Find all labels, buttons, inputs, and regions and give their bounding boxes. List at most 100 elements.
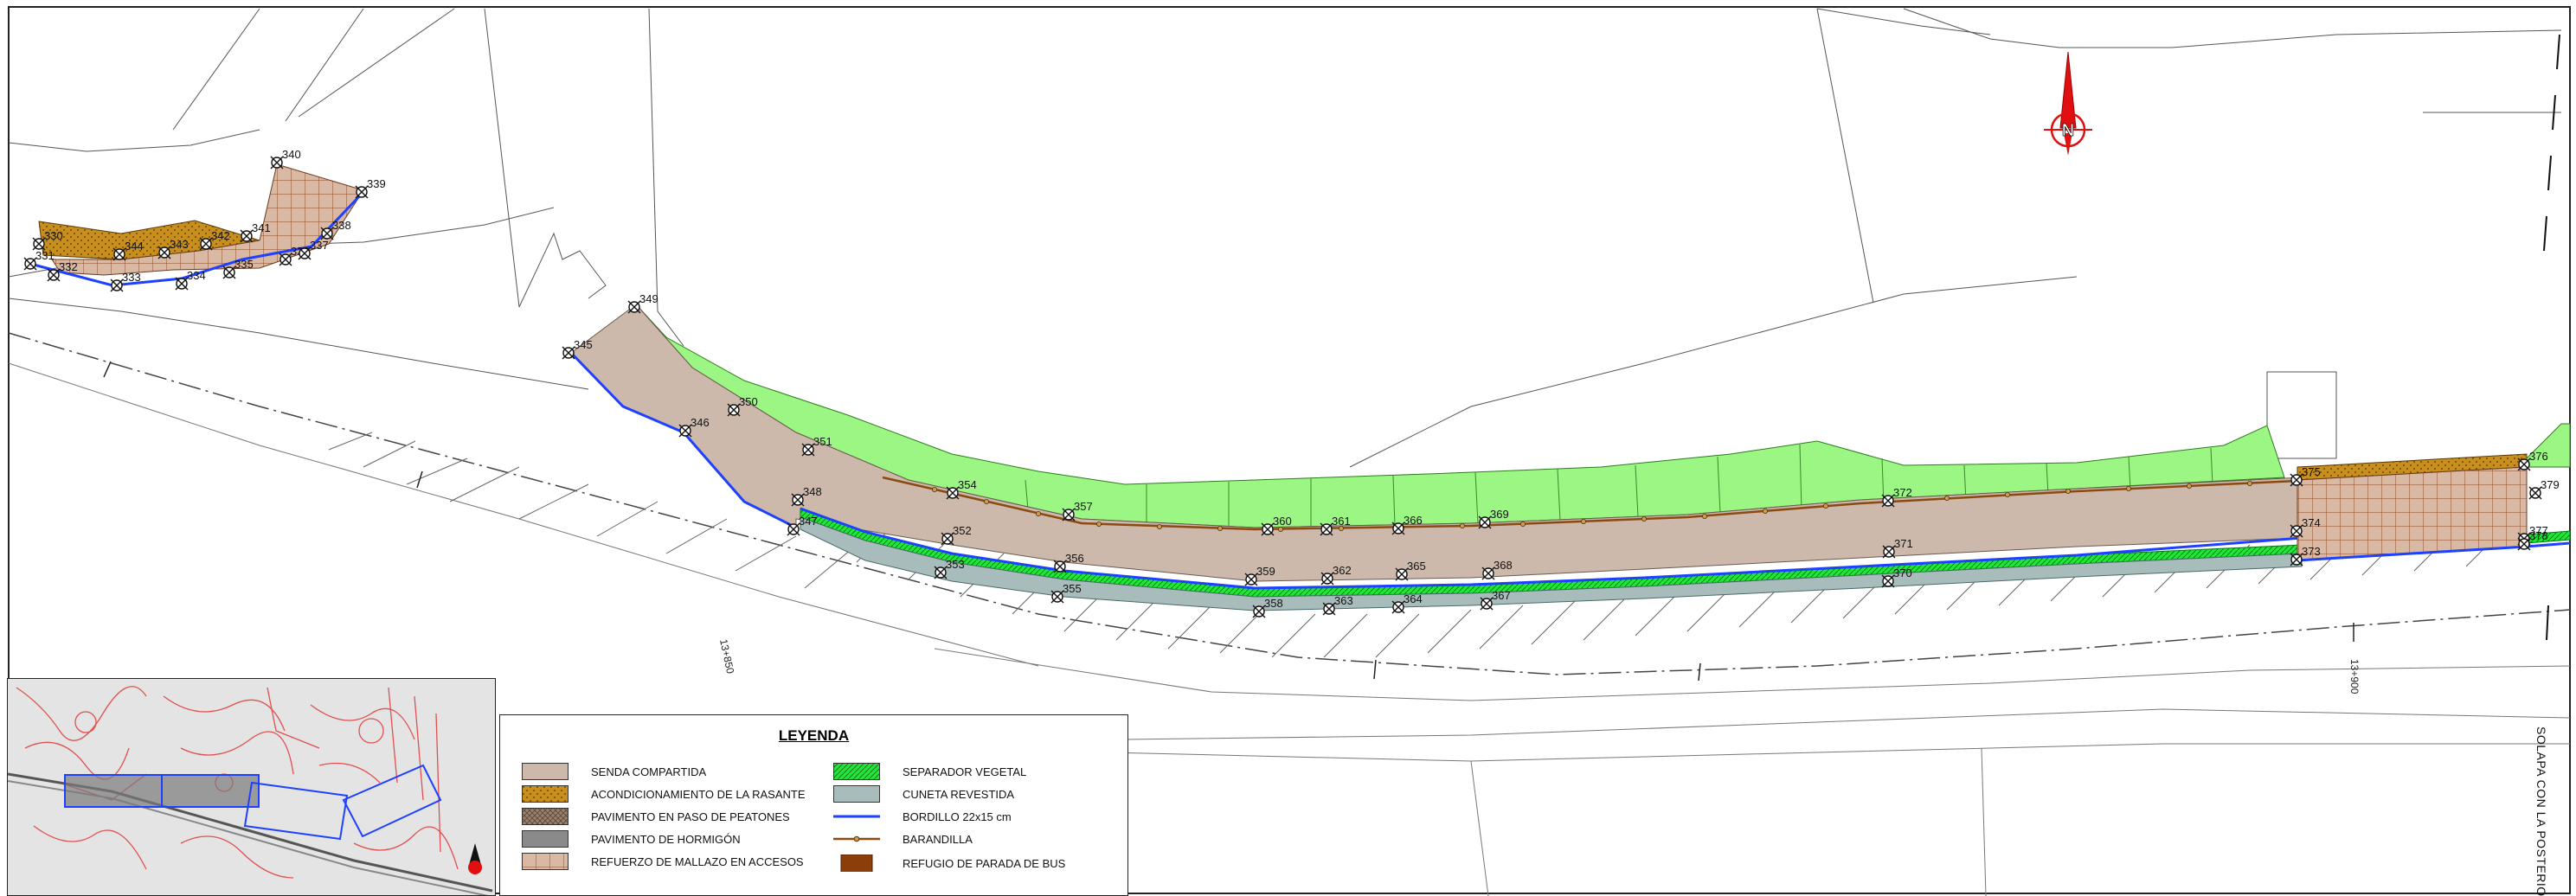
survey-point-label: 342 bbox=[211, 229, 230, 242]
survey-point-342: 342 bbox=[199, 229, 230, 251]
legend-swatch-refugio bbox=[840, 854, 873, 872]
survey-point-label: 346 bbox=[691, 416, 710, 429]
survey-point-330: 330 bbox=[32, 229, 63, 251]
survey-point-332: 332 bbox=[47, 260, 78, 282]
legend-swatch-separador bbox=[833, 763, 880, 780]
survey-point-label: 367 bbox=[1492, 589, 1511, 602]
survey-point-370: 370 bbox=[1881, 566, 1912, 588]
survey-point-label: 355 bbox=[1063, 582, 1082, 595]
survey-point-376: 376 bbox=[2517, 450, 2548, 471]
survey-point-label: 331 bbox=[35, 249, 55, 262]
survey-point-374: 374 bbox=[2290, 516, 2321, 538]
legend-item-separador: SEPARADOR VEGETAL bbox=[833, 762, 1026, 781]
survey-point-label: 337 bbox=[310, 239, 329, 252]
minimap-drawing bbox=[8, 679, 495, 895]
survey-point-label: 354 bbox=[958, 478, 977, 491]
survey-point-label: 364 bbox=[1404, 592, 1423, 605]
survey-point-label: 333 bbox=[122, 271, 141, 284]
survey-point-344: 344 bbox=[112, 240, 144, 261]
survey-point-364: 364 bbox=[1391, 592, 1423, 614]
survey-point-label: 332 bbox=[59, 260, 78, 273]
chainage-ticks bbox=[103, 361, 2354, 682]
survey-point-label: 350 bbox=[739, 395, 758, 408]
survey-point-label: 330 bbox=[44, 229, 63, 242]
survey-point-label: 335 bbox=[234, 258, 254, 271]
survey-point-354: 354 bbox=[946, 478, 977, 500]
mallazo-area-left bbox=[51, 163, 364, 276]
survey-point-341: 341 bbox=[240, 221, 271, 243]
survey-point-361: 361 bbox=[1320, 515, 1351, 536]
survey-point-339: 339 bbox=[355, 177, 386, 199]
railing-posts bbox=[932, 481, 2252, 533]
survey-point-label: 371 bbox=[1894, 537, 1913, 550]
legend-label: PAVIMENTO DE HORMIGÓN bbox=[591, 832, 741, 846]
survey-point-label: 338 bbox=[332, 219, 351, 232]
legend-item-rasante: ACONDICIONAMIENTO DE LA RASANTE bbox=[522, 784, 806, 803]
survey-point-label: 361 bbox=[1332, 515, 1351, 528]
survey-point-331: 331 bbox=[23, 249, 55, 271]
overlap-note: SOLAPA CON LA POSTERIOR bbox=[2534, 726, 2548, 896]
legend-title: LEYENDA bbox=[778, 727, 850, 744]
legend-box: LEYENDA SENDA COMPARTIDA ACONDICIONAMIEN… bbox=[499, 714, 1128, 896]
survey-point-label: 375 bbox=[2302, 465, 2321, 478]
survey-point-label: 341 bbox=[252, 221, 271, 234]
survey-point-label: 353 bbox=[946, 558, 965, 571]
north-label: N bbox=[2062, 121, 2074, 140]
survey-point-359: 359 bbox=[1244, 565, 1275, 586]
survey-point-347: 347 bbox=[787, 515, 818, 536]
survey-point-346: 346 bbox=[678, 416, 710, 438]
survey-point-label: 343 bbox=[170, 238, 189, 251]
legend-label: REFUGIO DE PARADA DE BUS bbox=[903, 856, 1066, 870]
survey-point-label: 366 bbox=[1404, 514, 1423, 527]
left-section bbox=[29, 163, 365, 287]
survey-point-label: 356 bbox=[1065, 552, 1084, 565]
north-arrow-icon: N bbox=[2044, 51, 2092, 156]
survey-point-label: 340 bbox=[282, 148, 301, 161]
survey-point-369: 369 bbox=[1478, 508, 1509, 529]
legend-label: CUNETA REVESTIDA bbox=[903, 787, 1015, 801]
survey-point-365: 365 bbox=[1395, 560, 1426, 581]
survey-point-label: 372 bbox=[1893, 486, 1912, 499]
survey-point-378: 378 bbox=[2517, 529, 2548, 551]
legend-swatch-rasante bbox=[522, 785, 569, 803]
survey-point-label: 377 bbox=[2529, 524, 2548, 537]
survey-point-348: 348 bbox=[791, 485, 822, 507]
survey-point-label: 376 bbox=[2529, 450, 2548, 463]
survey-point-label: 373 bbox=[2302, 545, 2321, 558]
cuneta-revestida bbox=[800, 516, 2303, 611]
survey-point-349: 349 bbox=[627, 292, 658, 314]
survey-points: 3303313323333343353363373383393403413423… bbox=[23, 148, 2560, 618]
survey-point-343: 343 bbox=[157, 238, 189, 259]
survey-point-label: 357 bbox=[1074, 500, 1093, 513]
survey-point-label: 362 bbox=[1333, 564, 1352, 577]
survey-point-367: 367 bbox=[1480, 589, 1511, 611]
legend-item-refugio: REFUGIO DE PARADA DE BUS bbox=[833, 854, 1065, 873]
survey-point-357: 357 bbox=[1062, 500, 1093, 522]
legend-swatch-bordillo bbox=[833, 815, 880, 818]
railing bbox=[882, 476, 2298, 531]
overlap-dashes bbox=[2543, 34, 2560, 641]
survey-point-label: 360 bbox=[1273, 515, 1292, 528]
survey-point-label: 345 bbox=[574, 338, 593, 351]
survey-point-371: 371 bbox=[1882, 537, 1913, 559]
legend-swatch-mallazo bbox=[522, 853, 569, 870]
legend-item-cuneta: CUNETA REVESTIDA bbox=[833, 784, 1014, 803]
legend-swatch-peatones bbox=[522, 808, 569, 825]
survey-point-label: 334 bbox=[187, 269, 206, 282]
legend-label: SEPARADOR VEGETAL bbox=[903, 765, 1027, 778]
minimap-parcels bbox=[16, 686, 459, 879]
survey-point-label: 347 bbox=[799, 515, 818, 528]
survey-point-label: 358 bbox=[1264, 597, 1283, 610]
minimap-sheet-frames bbox=[64, 764, 442, 841]
survey-point-356: 356 bbox=[1053, 552, 1084, 573]
survey-point-358: 358 bbox=[1252, 597, 1283, 618]
survey-point-366: 366 bbox=[1391, 514, 1423, 535]
survey-point-label: 379 bbox=[2541, 478, 2560, 491]
survey-point-label: 344 bbox=[125, 240, 144, 253]
survey-point-label: 374 bbox=[2302, 516, 2321, 529]
survey-point-333: 333 bbox=[110, 271, 141, 292]
legend-item-mallazo: REFUERZO DE MALLAZO EN ACCESOS bbox=[522, 852, 804, 871]
survey-point-label: 369 bbox=[1490, 508, 1509, 521]
survey-point-334: 334 bbox=[175, 269, 206, 291]
legend-swatch-barandilla bbox=[833, 835, 880, 842]
